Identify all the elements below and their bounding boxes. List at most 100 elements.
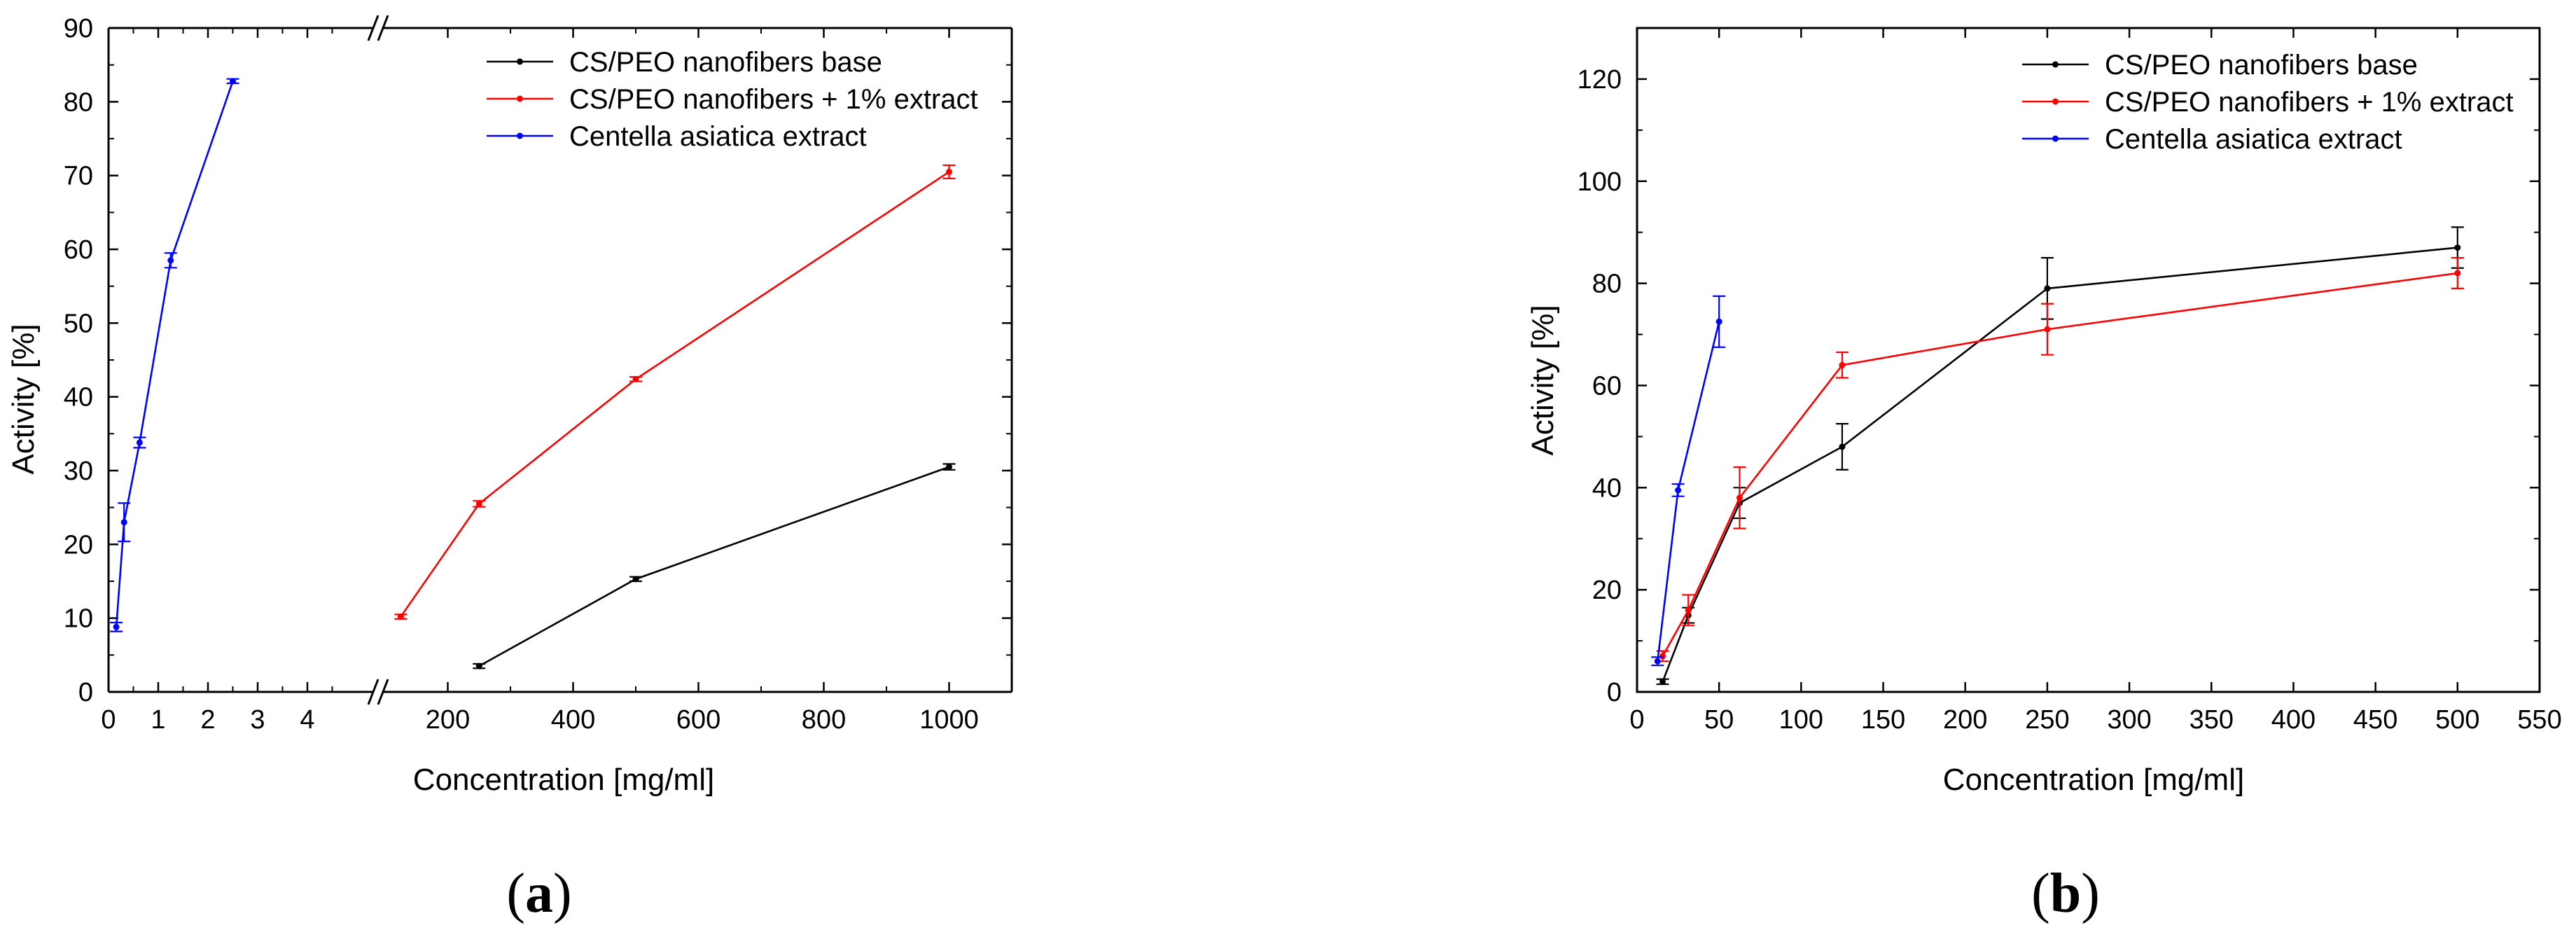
panel-b-x-tick-label-450: 450	[2353, 705, 2397, 735]
panel-b-y-tick-label-60: 60	[1592, 371, 1622, 401]
panel-a-y-tick-label-40: 40	[64, 383, 93, 412]
panel-a-point-cs-peo-nanofibers-1-extract-2	[632, 375, 639, 382]
panel-b-line-cs-peo-nanofibers-base	[1662, 247, 2458, 682]
panel-b-plot-frame	[1636, 27, 2541, 693]
panel-a-axis-break-bottom-1	[377, 679, 389, 705]
panel-b-point-cs-peo-nanofibers-base-3	[1839, 443, 1846, 450]
panel-b-x-tick-label-500: 500	[2435, 705, 2479, 735]
panel-a-point-cs-peo-nanofibers-base-2	[946, 464, 952, 471]
panel-b-x-tick-label-150: 150	[1861, 705, 1905, 735]
panel-a-y-tick-label-50: 50	[64, 309, 93, 338]
panel-b-y-tick-label-0: 0	[1607, 678, 1622, 707]
panel-a-legend: CS/PEO nanofibers base CS/PEO nanofibers …	[487, 47, 978, 152]
panel-b-point-cs-peo-nanofibers-1-extract-2	[1736, 494, 1743, 501]
panel-a-point-centella-asiatica-extract-4	[230, 78, 236, 85]
panel-b-x-tick-label-400: 400	[2271, 705, 2316, 735]
panel-b: 0 20 40 60 80 100 120 0 50 100 150 200 250 300 350 400…	[1526, 27, 2562, 924]
panel-b-point-cs-peo-nanofibers-1-extract-3	[1839, 361, 1846, 368]
panel-a-x-tick-label-3: 3	[250, 705, 265, 735]
panel-b-x-tick-label-100: 100	[1779, 705, 1823, 735]
panel-a-label: (a)	[506, 863, 571, 924]
panel-a-x-axis-title: Concentration [mg/ml]	[413, 763, 714, 797]
panel-a-x-tick-label-400: 400	[551, 705, 595, 735]
panel-a: 0 10 20 30 40 50 60 70 80 90 0 1 2 3 4 200 400 600 800 100…	[6, 14, 1013, 924]
panel-b-y-ticks: 0 20 40 60 80 100 120	[1578, 27, 2540, 707]
legend-label-cs-peo-nanofibers-base: CS/PEO nanofibers base	[569, 47, 882, 78]
panel-a-letter: a	[525, 863, 553, 924]
panel-a-series-centella-asiatica-extract	[110, 78, 239, 632]
legend-marker-cs-peo-nanofibers-1-extract	[517, 95, 523, 102]
panel-b-y-tick-label-40: 40	[1592, 473, 1622, 503]
panel-b-point-cs-peo-nanofibers-base-0	[1659, 678, 1666, 685]
panel-a-series-cs-peo-nanofibers-1-extract	[394, 164, 956, 620]
panel-a-x-tick-label-2: 2	[200, 705, 215, 735]
panel-b-y-tick-label-20: 20	[1592, 576, 1622, 605]
panel-b-point-cs-peo-nanofibers-1-extract-1	[1685, 606, 1692, 613]
panel-b-axes	[1636, 27, 2541, 693]
panel-a-x-tick-label-600: 600	[676, 705, 720, 735]
panel-b-point-cs-peo-nanofibers-base-5	[2454, 244, 2461, 251]
panel-b-x-tick-label-550: 550	[2517, 705, 2561, 735]
legend-item-cs-peo-nanofibers-1-extract: CS/PEO nanofibers + 1% extract	[2022, 87, 2514, 118]
panel-a-x-tick-label-1000: 1000	[919, 705, 979, 735]
panel-a-point-centella-asiatica-extract-3	[167, 257, 174, 264]
panel-b-point-cs-peo-nanofibers-base-4	[2044, 285, 2051, 292]
legend-marker-cs-peo-nanofibers-1-extract	[2052, 98, 2059, 105]
panel-a-point-cs-peo-nanofibers-base-1	[632, 576, 639, 583]
legend-item-centella-asiatica-extract: Centella asiatica extract	[487, 121, 867, 152]
panel-a-x-tick-label-0: 0	[101, 705, 116, 735]
panel-b-point-centella-asiatica-extract-0	[1654, 658, 1661, 665]
panel-a-point-centella-asiatica-extract-1	[120, 519, 127, 526]
panel-b-point-cs-peo-nanofibers-1-extract-5	[2454, 270, 2461, 277]
panel-b-x-tick-label-350: 350	[2189, 705, 2234, 735]
panel-b-y-tick-label-120: 120	[1578, 65, 1622, 95]
legend-label-cs-peo-nanofibers-1-extract: CS/PEO nanofibers + 1% extract	[569, 84, 978, 115]
panel-b-series	[1651, 226, 2464, 686]
panel-a-point-centella-asiatica-extract-2	[136, 439, 143, 446]
panel-a-y-ticks: 0 10 20 30 40 50 60 70 80 90	[64, 14, 1012, 707]
panel-a-line-centella-asiatica-extract	[115, 81, 234, 627]
panel-a-y-tick-label-80: 80	[64, 88, 93, 117]
panel-a-point-cs-peo-nanofibers-base-0	[475, 662, 482, 669]
legend-item-cs-peo-nanofibers-base: CS/PEO nanofibers base	[487, 47, 882, 78]
panel-a-x-tick-label-4: 4	[300, 705, 314, 735]
panel-a-series-cs-peo-nanofibers-base	[473, 463, 956, 669]
panel-b-x-ticks: 0 50 100 150 200 250 300 350 400 450 500 550	[1629, 28, 2562, 735]
panel-a-y-tick-label-10: 10	[64, 604, 93, 634]
panel-a-point-cs-peo-nanofibers-1-extract-1	[475, 500, 482, 507]
panel-b-x-tick-label-250: 250	[2025, 705, 2069, 735]
panel-a-x-ticks: 0 1 2 3 4 200 400 600 800 1000	[101, 28, 979, 735]
panel-b-label: (b)	[2031, 863, 2100, 924]
panel-b-point-cs-peo-nanofibers-1-extract-4	[2044, 326, 2051, 333]
panel-b-point-centella-asiatica-extract-1	[1675, 487, 1682, 494]
legend-item-cs-peo-nanofibers-1-extract: CS/PEO nanofibers + 1% extract	[487, 84, 978, 115]
panel-a-line-cs-peo-nanofibers-1-extract	[400, 171, 950, 618]
legend-item-centella-asiatica-extract: Centella asiatica extract	[2022, 124, 2402, 155]
panel-a-point-centella-asiatica-extract-0	[113, 623, 120, 630]
panel-b-x-axis-title: Concentration [mg/ml]	[1943, 763, 2244, 797]
legend-label-centella-asiatica-extract: Centella asiatica extract	[2105, 124, 2402, 155]
panel-b-letter: b	[2050, 863, 2082, 924]
panel-b-legend: CS/PEO nanofibers base CS/PEO nanofibers …	[2022, 50, 2514, 155]
panel-b-x-tick-label-300: 300	[2107, 705, 2151, 735]
panel-a-x-tick-label-800: 800	[802, 705, 846, 735]
panel-a-x-tick-label-1: 1	[151, 705, 165, 735]
panel-b-y-tick-label-100: 100	[1578, 167, 1622, 197]
panel-b-x-tick-label-0: 0	[1629, 705, 1644, 735]
legend-marker-centella-asiatica-extract	[2052, 135, 2059, 142]
panel-a-y-tick-label-90: 90	[64, 14, 93, 43]
panel-a-axis-break-bottom-0	[367, 679, 380, 705]
panel-a-y-tick-label-70: 70	[64, 162, 93, 191]
panel-b-y-axis-title: Activity [%]	[1526, 305, 1560, 455]
panel-b-y-tick-label-80: 80	[1592, 270, 1622, 299]
panel-a-point-cs-peo-nanofibers-1-extract-3	[946, 168, 952, 175]
panel-a-y-tick-label-30: 30	[64, 457, 93, 486]
panel-a-axes	[107, 15, 1013, 705]
legend-marker-cs-peo-nanofibers-base	[517, 58, 523, 65]
legend-label-cs-peo-nanofibers-base: CS/PEO nanofibers base	[2105, 50, 2418, 81]
panel-b-point-centella-asiatica-extract-2	[1715, 318, 1722, 325]
legend-marker-centella-asiatica-extract	[517, 132, 523, 139]
legend-label-centella-asiatica-extract: Centella asiatica extract	[569, 121, 867, 152]
panel-a-axis-break-top-1	[377, 15, 389, 41]
